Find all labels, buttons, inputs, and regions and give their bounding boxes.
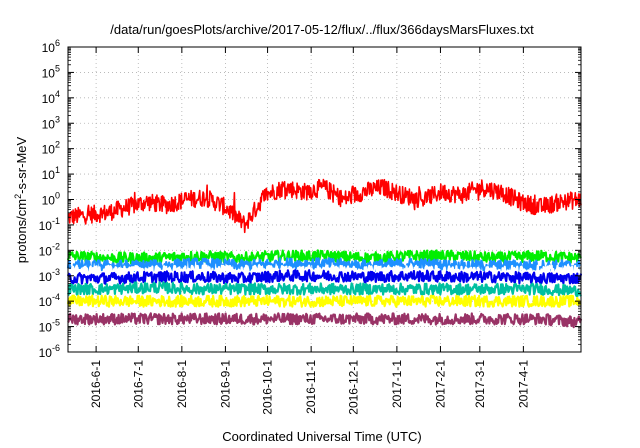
- x-tick-label: 2016-7-1: [131, 360, 145, 408]
- y-axis: 10-6 10-5 10-4 10-3 10-2 10-1 100 101 102 103 104 1…: [39, 38, 581, 360]
- x-axis-label: Coordinated Universal Time (UTC): [222, 429, 421, 444]
- series-line: [66, 269, 583, 285]
- y-tick-label: 100: [42, 191, 60, 208]
- x-tick-label: 2016-10-1: [261, 360, 275, 415]
- x-tick-label: 2017-3-1: [473, 360, 487, 408]
- x-tick-label: 2016-9-1: [218, 360, 232, 408]
- x-tick-label: 2017-1-1: [390, 360, 404, 408]
- y-axis-label-main: protons/cm: [14, 199, 29, 263]
- y-tick-label: 10-5: [39, 318, 60, 335]
- x-tick-label: 2017-2-1: [433, 360, 447, 408]
- y-tick-label: 10-6: [39, 343, 60, 360]
- y-tick-label: 106: [42, 38, 60, 55]
- series-line: [66, 294, 582, 308]
- y-axis-label-sup: 2: [13, 194, 23, 199]
- y-tick-label: 10-2: [39, 241, 60, 258]
- y-tick-label: 101: [42, 165, 60, 182]
- series-line: [67, 178, 582, 234]
- x-tick-label: 2017-4-1: [516, 360, 530, 408]
- x-tick-label: 2016-12-1: [346, 360, 360, 415]
- chart-title: /data/run/goesPlots/archive/2017-05-12/f…: [110, 22, 534, 37]
- y-tick-label: 105: [42, 63, 60, 80]
- y-axis-label: protons/cm2-s-sr-MeV: [13, 136, 29, 263]
- y-tick-label: 10-4: [39, 292, 60, 309]
- x-tick-label: 2016-11-1: [304, 360, 318, 414]
- y-tick-label: 10-1: [39, 216, 60, 233]
- x-tick-label: 2016-6-1: [89, 360, 103, 408]
- y-tick-label: 104: [42, 89, 60, 106]
- x-tick-label: 2016-8-1: [175, 360, 189, 408]
- x-axis: 2016-6-1 2016-7-1 2016-8-1 2016-9-1 2016-10-…: [89, 47, 530, 415]
- series-layer: [66, 178, 583, 329]
- y-tick-label: 102: [42, 140, 60, 157]
- series-line: [66, 281, 582, 298]
- series-line: [67, 312, 583, 329]
- y-tick-label: 103: [42, 114, 60, 131]
- y-tick-label: 10-3: [39, 267, 60, 284]
- y-axis-label-rest: -s-sr-MeV: [14, 136, 29, 193]
